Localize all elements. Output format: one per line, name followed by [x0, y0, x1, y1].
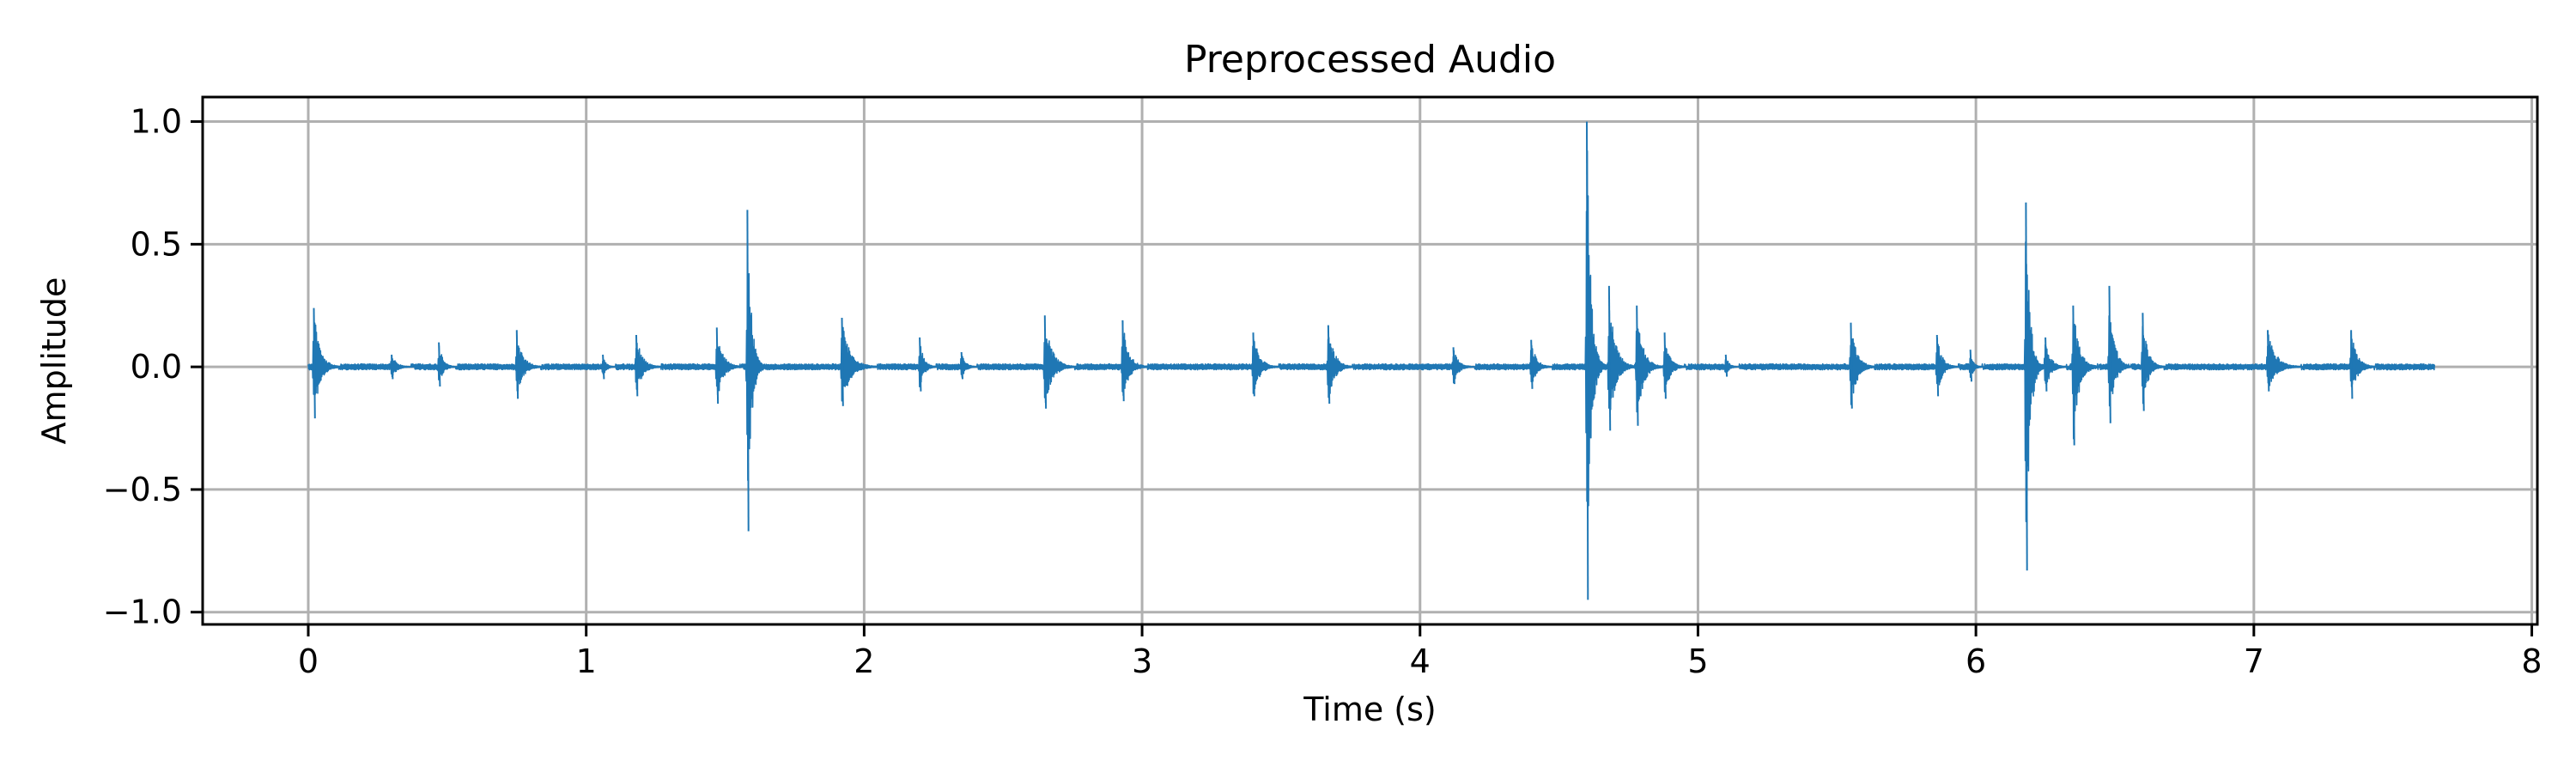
waveform-peak: [960, 351, 963, 380]
x-tick-label: 0: [298, 642, 319, 680]
waveform-peak: [1935, 334, 1940, 397]
y-tick-label: −0.5: [103, 471, 182, 508]
x-tick-label: 7: [2244, 642, 2264, 680]
waveform-peak: [715, 327, 720, 405]
y-axis-label: Amplitude: [35, 277, 73, 445]
waveform-peak: [2142, 313, 2145, 411]
waveform-peak: [1121, 320, 1125, 402]
waveform-peak: [746, 210, 750, 532]
waveform-peak: [2072, 305, 2075, 446]
waveform-peak: [2350, 330, 2354, 399]
waveform-peak: [1327, 325, 1331, 405]
waveform-peak: [2044, 337, 2048, 392]
x-tick-label: 3: [1132, 642, 1152, 680]
x-tick-label: 2: [854, 642, 874, 680]
waveform-peak: [1607, 285, 1612, 431]
x-tick-label: 6: [1965, 642, 1986, 680]
waveform-peak: [1043, 315, 1048, 409]
x-tick-label: 4: [1410, 642, 1431, 680]
waveform-peak: [1724, 354, 1728, 377]
chart-title: Preprocessed Audio: [1184, 38, 1556, 82]
y-tick-label: −1.0: [103, 593, 182, 631]
x-tick-label: 1: [576, 642, 597, 680]
waveform-line: [307, 149, 2435, 522]
plot-frame: [201, 95, 2539, 626]
waveform-peak: [1586, 121, 1589, 600]
waveform-peak: [1452, 347, 1455, 385]
waveform-peak: [313, 307, 316, 419]
waveform-peak: [1850, 322, 1853, 409]
waveform-peak: [841, 317, 844, 406]
x-tick-label: 8: [2521, 642, 2542, 680]
waveform-peak: [1252, 332, 1255, 397]
waveform-peak: [2267, 330, 2270, 392]
waveform-peak: [1663, 332, 1667, 399]
x-tick-label: 5: [1687, 642, 1708, 680]
y-tick-label: 0.5: [131, 225, 182, 263]
y-tick-label: 0.0: [131, 348, 182, 386]
waveform-peak: [1530, 339, 1534, 389]
x-axis-label: Time (s): [1303, 691, 1437, 728]
waveform-peak: [2108, 285, 2111, 423]
waveform-peak: [515, 330, 519, 399]
waveform-peak: [602, 354, 605, 380]
waveform-peak: [635, 334, 639, 397]
waveform-series: [307, 121, 2435, 600]
waveform-peak: [438, 342, 441, 387]
y-tick-label: 1.0: [131, 103, 182, 141]
axis-ticks: 0 1 2 3 4 5 6 7 8 1.0 0.5 0.0 −0.5 −1.0: [103, 103, 2543, 680]
